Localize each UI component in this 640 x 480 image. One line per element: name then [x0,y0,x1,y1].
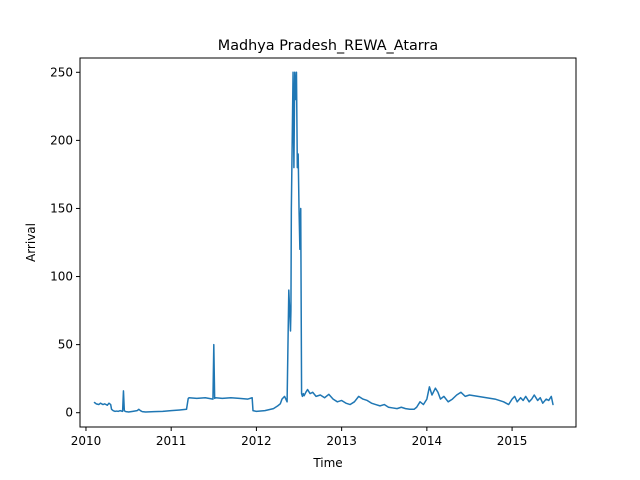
y-tick-label: 100 [50,270,73,284]
y-axis: 0 50 100 150 200 250 [50,65,80,420]
y-tick-label: 250 [50,65,73,79]
x-tick-label: 2010 [71,434,102,448]
chart-title: Madhya Pradesh_REWA_Atarra [218,38,438,54]
y-tick-label: 50 [58,338,73,352]
x-tick-label: 2011 [156,434,187,448]
x-tick-label: 2014 [412,434,443,448]
x-axis: 2010 2011 2012 2013 2014 2015 [71,427,528,448]
x-axis-title: Time [312,456,342,470]
x-tick-label: 2012 [241,434,272,448]
plot-area [80,58,576,427]
series-group [93,71,554,413]
y-axis-title: Arrival [24,223,38,262]
x-tick-label: 2015 [497,434,528,448]
x-tick-label: 2013 [326,434,357,448]
y-tick-label: 0 [65,406,73,420]
series-line-0 [93,71,554,413]
plot-frame [79,57,577,428]
y-tick-label: 200 [50,133,73,147]
y-tick-label: 150 [50,201,73,215]
